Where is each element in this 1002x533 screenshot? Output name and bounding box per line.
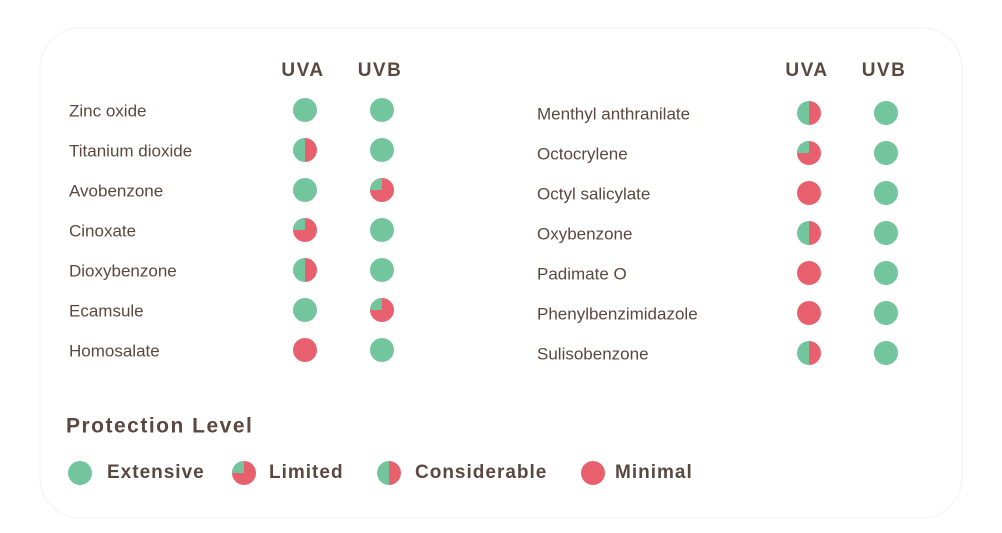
- icon-extensive: [874, 141, 898, 165]
- icon-minimal: [797, 261, 821, 285]
- icon-extensive: [370, 218, 394, 242]
- icon-minimal: [581, 461, 605, 485]
- icon-extensive: [293, 298, 317, 322]
- icon-limited-part: [370, 178, 382, 190]
- icon-considerable-right: [809, 341, 821, 365]
- icon-extensive: [874, 181, 898, 205]
- icon-extensive: [370, 258, 394, 282]
- legend-label: Extensive: [107, 462, 205, 483]
- ingredient-name: Avobenzone: [69, 181, 163, 200]
- icon-considerable-left: [797, 221, 809, 245]
- icon-extensive: [874, 101, 898, 125]
- ingredient-name: Oxybenzone: [537, 224, 632, 243]
- legend-label: Minimal: [615, 462, 693, 483]
- column-header: UVB: [358, 60, 403, 81]
- icon-considerable-left: [293, 258, 305, 282]
- ingredient-name: Cinoxate: [69, 221, 136, 240]
- ingredient-name: Homosalate: [69, 341, 160, 360]
- icon-extensive: [874, 341, 898, 365]
- ingredient-name: Octyl salicylate: [537, 184, 650, 203]
- icon-considerable-left: [293, 138, 305, 162]
- column-header: UVB: [862, 60, 907, 81]
- legend-label: Limited: [269, 462, 344, 483]
- ingredient-name: Octocrylene: [537, 144, 628, 163]
- legend-label: Considerable: [415, 462, 547, 483]
- icon-considerable-right: [305, 258, 317, 282]
- ingredient-name: Zinc oxide: [69, 101, 146, 120]
- ingredient-name: Sulisobenzone: [537, 344, 649, 363]
- icon-considerable-left: [797, 101, 809, 125]
- icon-considerable-right: [305, 138, 317, 162]
- icon-considerable-right: [809, 101, 821, 125]
- icon-limited-part: [797, 141, 809, 153]
- ingredient-name: Dioxybenzone: [69, 261, 177, 280]
- icon-minimal: [797, 181, 821, 205]
- ingredient-name: Menthyl anthranilate: [537, 104, 690, 123]
- column-header: UVA: [785, 60, 828, 81]
- icon-considerable-left: [797, 341, 809, 365]
- icon-considerable-right: [809, 221, 821, 245]
- column-header: UVA: [281, 60, 324, 81]
- icon-limited-part: [370, 298, 382, 310]
- icon-considerable-left: [377, 461, 389, 485]
- ingredient-name: Ecamsule: [69, 301, 144, 320]
- icon-extensive: [874, 261, 898, 285]
- icon-limited-part: [232, 461, 244, 473]
- icon-extensive: [293, 98, 317, 122]
- icon-extensive: [370, 138, 394, 162]
- icon-extensive: [370, 98, 394, 122]
- icon-extensive: [370, 338, 394, 362]
- icon-extensive: [874, 221, 898, 245]
- icon-extensive: [874, 301, 898, 325]
- icon-extensive: [68, 461, 92, 485]
- ingredient-name: Titanium dioxide: [69, 141, 192, 160]
- ingredient-name: Padimate O: [537, 264, 627, 283]
- legend-title: Protection Level: [66, 415, 253, 438]
- icon-minimal: [797, 301, 821, 325]
- icon-considerable-right: [389, 461, 401, 485]
- ingredient-name: Phenylbenzimidazole: [537, 304, 698, 323]
- icon-extensive: [293, 178, 317, 202]
- card: [39, 27, 963, 519]
- icon-minimal: [293, 338, 317, 362]
- icon-limited-part: [293, 218, 305, 230]
